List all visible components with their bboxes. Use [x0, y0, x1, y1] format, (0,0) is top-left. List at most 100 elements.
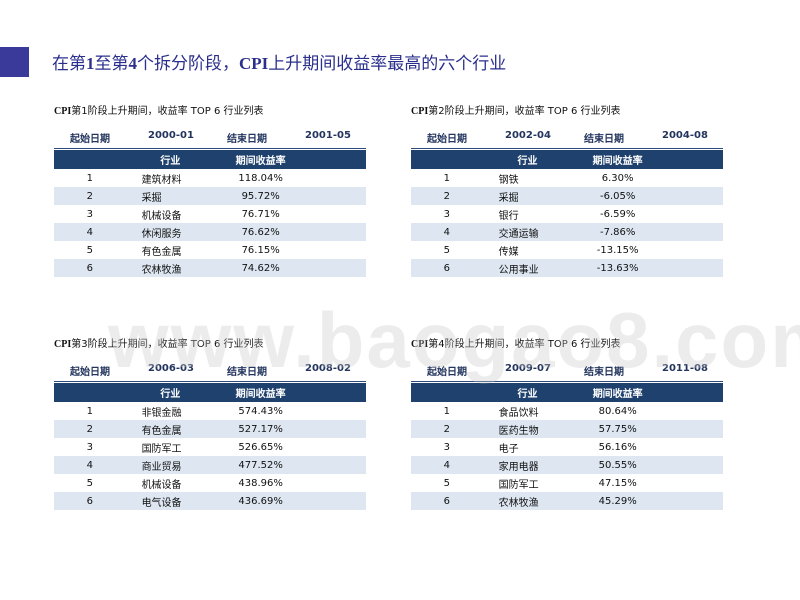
return-cell: 477.52%	[215, 456, 307, 474]
end-date-value: 2008-02	[305, 363, 351, 374]
empty-cell	[306, 474, 366, 492]
rank-cell: 6	[411, 259, 483, 277]
rank-cell: 6	[411, 492, 483, 510]
industry-cell: 采掘	[125, 187, 216, 205]
industry-cell: 电子	[498, 443, 519, 455]
industry-table: 行业 期间收益率 1 钢铁 6.30% 2 采掘 -6.05% 3 银行 -6.59% 4 交通运输 -7…	[411, 150, 723, 277]
end-date-label: 结束日期	[227, 367, 267, 378]
table-header-cell	[411, 383, 483, 402]
rank-cell: 3	[443, 208, 450, 220]
rank-cell: 1	[443, 172, 450, 184]
table-header-cell: 期间收益率	[572, 150, 664, 169]
industry-cell: 非银金融	[141, 407, 182, 419]
table-header-cell: 行业	[125, 150, 216, 169]
industry-cell: 采掘	[482, 187, 573, 205]
return-cell: 526.65%	[238, 441, 283, 453]
return-cell: 47.15%	[598, 477, 637, 489]
table-header-cell	[663, 150, 723, 169]
start-date-value: 2009-07	[505, 363, 551, 374]
industry-cell: 食品饮料	[498, 407, 539, 419]
empty-cell	[306, 169, 366, 187]
rank-cell: 2	[411, 420, 483, 438]
return-cell: 56.16%	[598, 441, 637, 453]
panel-title: CPI第3阶段上升期间，收益率 TOP 6 行业列表	[54, 339, 264, 350]
table-row: 3 银行 -6.59%	[411, 205, 723, 223]
industry-cell: 医药生物	[482, 420, 573, 438]
end-date-value: 2001-05	[305, 130, 351, 141]
return-cell: 76.15%	[241, 244, 280, 256]
panel-title: CPI第2阶段上升期间，收益率 TOP 6 行业列表	[411, 106, 621, 117]
industry-cell: 有色金属	[141, 246, 182, 258]
date-row: 起始日期 2006-03 结束日期 2008-02	[54, 363, 366, 379]
table-header-cell	[54, 383, 126, 402]
empty-cell	[306, 259, 366, 277]
industry-cell: 电气设备	[125, 492, 216, 510]
table-row: 1 建筑材料 118.04%	[54, 169, 366, 187]
table-row: 3 国防军工 526.65%	[54, 438, 366, 456]
start-date-value: 2000-01	[148, 130, 194, 141]
rank-cell: 3	[86, 208, 93, 220]
industry-cell: 家用电器	[482, 456, 573, 474]
start-date-label: 起始日期	[70, 367, 110, 378]
return-cell: 45.29%	[572, 492, 663, 510]
empty-cell	[306, 205, 366, 223]
table-row: 5 有色金属 76.15%	[54, 241, 366, 259]
industry-cell: 有色金属	[125, 420, 216, 438]
rank-cell: 3	[86, 441, 93, 453]
empty-cell	[306, 420, 366, 438]
table-header-cell: 期间收益率	[215, 383, 307, 402]
table-row: 5 传媒 -13.15%	[411, 241, 723, 259]
return-cell: 6.30%	[601, 172, 634, 184]
table-row: 6 电气设备 436.69%	[54, 492, 366, 510]
return-cell: -6.59%	[599, 208, 636, 220]
table-header-cell: 行业	[482, 150, 573, 169]
table-header-row: 行业 期间收益率	[54, 383, 366, 402]
industry-cell: 机械设备	[141, 210, 182, 222]
rank-cell: 4	[411, 456, 483, 474]
table-header-cell: 期间收益率	[572, 383, 663, 402]
industry-table: 行业 期间收益率 1 非银金融 574.43% 2 有色金属 527.17% 3 国防军工 526.…	[54, 383, 366, 510]
rank-cell: 1	[86, 172, 93, 184]
table-header-row: 行业 期间收益率	[54, 150, 366, 169]
return-cell: 118.04%	[238, 172, 283, 184]
return-cell: -6.05%	[572, 187, 664, 205]
table-row: 4 家用电器 50.55%	[411, 456, 723, 474]
return-cell: 436.69%	[215, 492, 307, 510]
table-row: 2 采掘 -6.05%	[411, 187, 723, 205]
return-cell: 50.55%	[572, 456, 663, 474]
empty-cell	[663, 205, 723, 223]
end-date-value: 2011-08	[662, 363, 708, 374]
table-row: 6 农林牧渔 74.62%	[54, 259, 366, 277]
rank-cell: 5	[86, 244, 93, 256]
table-header-cell	[54, 150, 126, 169]
industry-cell: 国防军工	[141, 443, 182, 455]
date-row: 起始日期 2002-04 结束日期 2004-08	[411, 130, 723, 146]
industry-table: 行业 期间收益率 1 食品饮料 80.64% 2 医药生物 57.75% 3 电子 56.16% 4 家…	[411, 383, 723, 510]
return-cell: -7.86%	[572, 223, 664, 241]
table-header-cell	[306, 150, 366, 169]
date-row: 起始日期 2009-07 结束日期 2011-08	[411, 363, 723, 379]
industry-cell: 传媒	[498, 246, 519, 258]
table-header-cell: 期间收益率	[215, 150, 307, 169]
empty-cell	[663, 187, 723, 205]
industry-cell: 建筑材料	[141, 174, 182, 186]
empty-cell	[306, 241, 366, 259]
empty-cell	[663, 438, 723, 456]
table-row: 5 国防军工 47.15%	[411, 474, 723, 492]
table-row: 1 非银金融 574.43%	[54, 402, 366, 420]
date-divider	[411, 381, 723, 382]
industry-cell: 农林牧渔	[125, 259, 216, 277]
empty-cell	[306, 456, 366, 474]
end-date-value: 2004-08	[662, 130, 708, 141]
rank-cell: 6	[54, 492, 126, 510]
empty-cell	[662, 420, 723, 438]
return-cell: 527.17%	[215, 420, 307, 438]
industry-cell: 农林牧渔	[482, 492, 573, 510]
empty-cell	[663, 402, 723, 420]
industry-cell: 钢铁	[498, 174, 519, 186]
return-cell: 57.75%	[572, 420, 663, 438]
return-cell: 80.64%	[598, 405, 637, 417]
industry-cell: 交通运输	[482, 223, 573, 241]
table-row: 3 机械设备 76.71%	[54, 205, 366, 223]
rank-cell: 4	[54, 223, 126, 241]
